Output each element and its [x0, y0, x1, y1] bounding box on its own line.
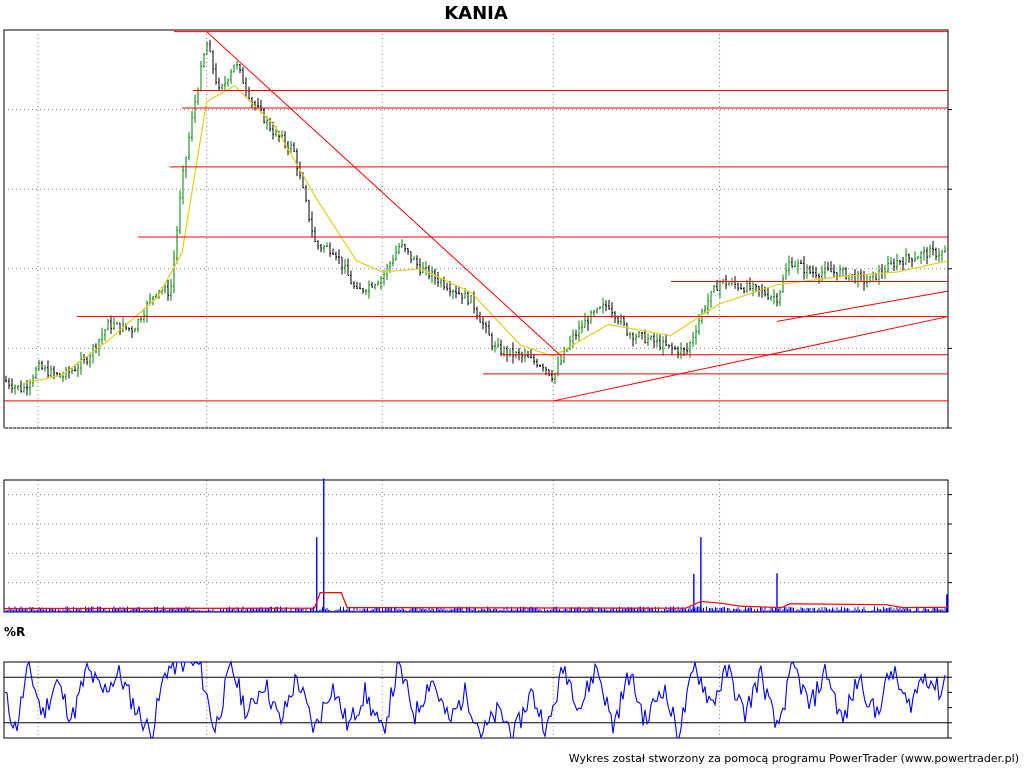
price-panel — [3, 29, 952, 738]
trend-line — [206, 31, 562, 357]
williams-r-panel: %R — [3, 625, 952, 739]
moving-average-line — [22, 84, 949, 385]
trend-line — [776, 290, 949, 322]
williams-r-label: %R — [4, 625, 25, 639]
chart-title: KANIA — [444, 3, 508, 24]
volume-panel — [3, 478, 952, 613]
volume-frame — [3, 479, 949, 613]
footer-credit: Wykres został stworzony za pomocą progra… — [569, 752, 1019, 765]
williams-r-frame — [3, 661, 949, 739]
williams-r-line — [4, 660, 946, 739]
trend-line — [553, 316, 949, 402]
volume-average-line — [3, 592, 949, 610]
price-frame — [3, 29, 949, 429]
